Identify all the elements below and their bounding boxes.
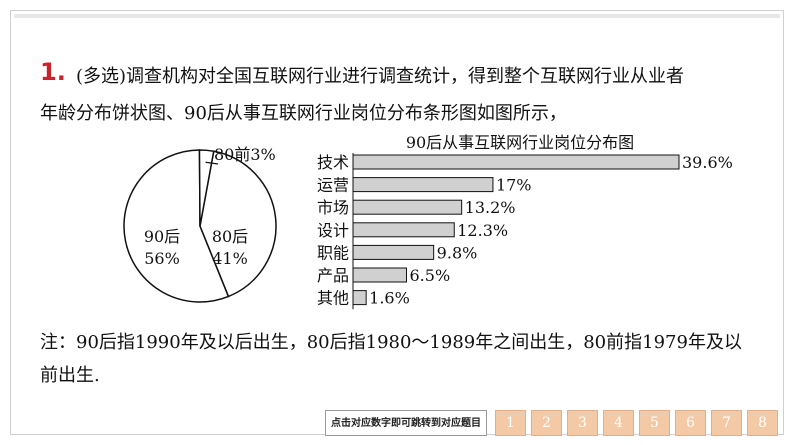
question-text-line1: (多选)调查机构对全国互联网行业进行调查统计，得到整个互联网行业从业者 [76, 66, 685, 87]
bar-2 [352, 177, 494, 193]
bar-category-label: 产品 [317, 266, 349, 285]
bar-category-label: 职能 [317, 243, 349, 262]
bar-value-label: 39.6% [682, 153, 733, 172]
nav-button-7[interactable]: 7 [711, 410, 742, 436]
pie-label-80s-name: 80后 [212, 227, 248, 246]
bar-value-label: 9.8% [437, 243, 478, 262]
pie-label-80s-value: 41% [212, 249, 248, 268]
nav-button-8[interactable]: 8 [747, 410, 778, 436]
pie-slice-80s [199, 150, 277, 298]
pie-label-pre80: 80前3% [214, 145, 276, 164]
bar-1 [352, 154, 680, 170]
nav-button-4[interactable]: 4 [603, 410, 634, 436]
pie-label-90s-value: 56% [144, 249, 180, 268]
bar-category-label: 技术 [317, 153, 349, 172]
bar-3 [352, 199, 463, 215]
nav-button-5[interactable]: 5 [639, 410, 670, 436]
question-number: 1. [40, 58, 66, 86]
bar-value-label: 6.5% [410, 266, 451, 285]
bar-4 [352, 222, 455, 238]
note-line2: 前出生. [40, 365, 100, 386]
note-line1: 注：90后指1990年及以后出生，80后指1980～1989年之间出生，80前指… [40, 332, 742, 353]
question-text-line2: 年龄分布饼状图、90后从事互联网行业岗位分布条形图如图所示， [40, 103, 567, 124]
nav-hint: 点击对应数字即可跳转到对应题目 [325, 410, 487, 436]
bar-5 [352, 244, 435, 260]
top-bar [14, 14, 780, 18]
bar-value-label: 12.3% [457, 221, 508, 240]
bar-6 [352, 267, 408, 283]
bar-category-label: 市场 [317, 198, 349, 217]
bar-value-label: 17% [496, 176, 532, 195]
nav-button-6[interactable]: 6 [675, 410, 706, 436]
nav-button-2[interactable]: 2 [531, 410, 562, 436]
bar-category-label: 运营 [317, 176, 349, 195]
bar-chart-title: 90后从事互联网行业岗位分布图 [406, 133, 634, 152]
bar-value-label: 1.6% [369, 289, 410, 308]
nav-button-1[interactable]: 1 [495, 410, 526, 436]
bar-category-label: 设计 [317, 221, 349, 240]
nav-button-3[interactable]: 3 [567, 410, 598, 436]
bar-7 [352, 290, 367, 306]
pie-leader-line [205, 161, 219, 165]
bar-category-label: 其他 [317, 289, 349, 308]
pie-slice-90s [123, 149, 230, 303]
pie-label-90s-name: 90后 [144, 227, 180, 246]
pie-slice-pre80 [198, 149, 215, 227]
bar-value-label: 13.2% [465, 198, 516, 217]
